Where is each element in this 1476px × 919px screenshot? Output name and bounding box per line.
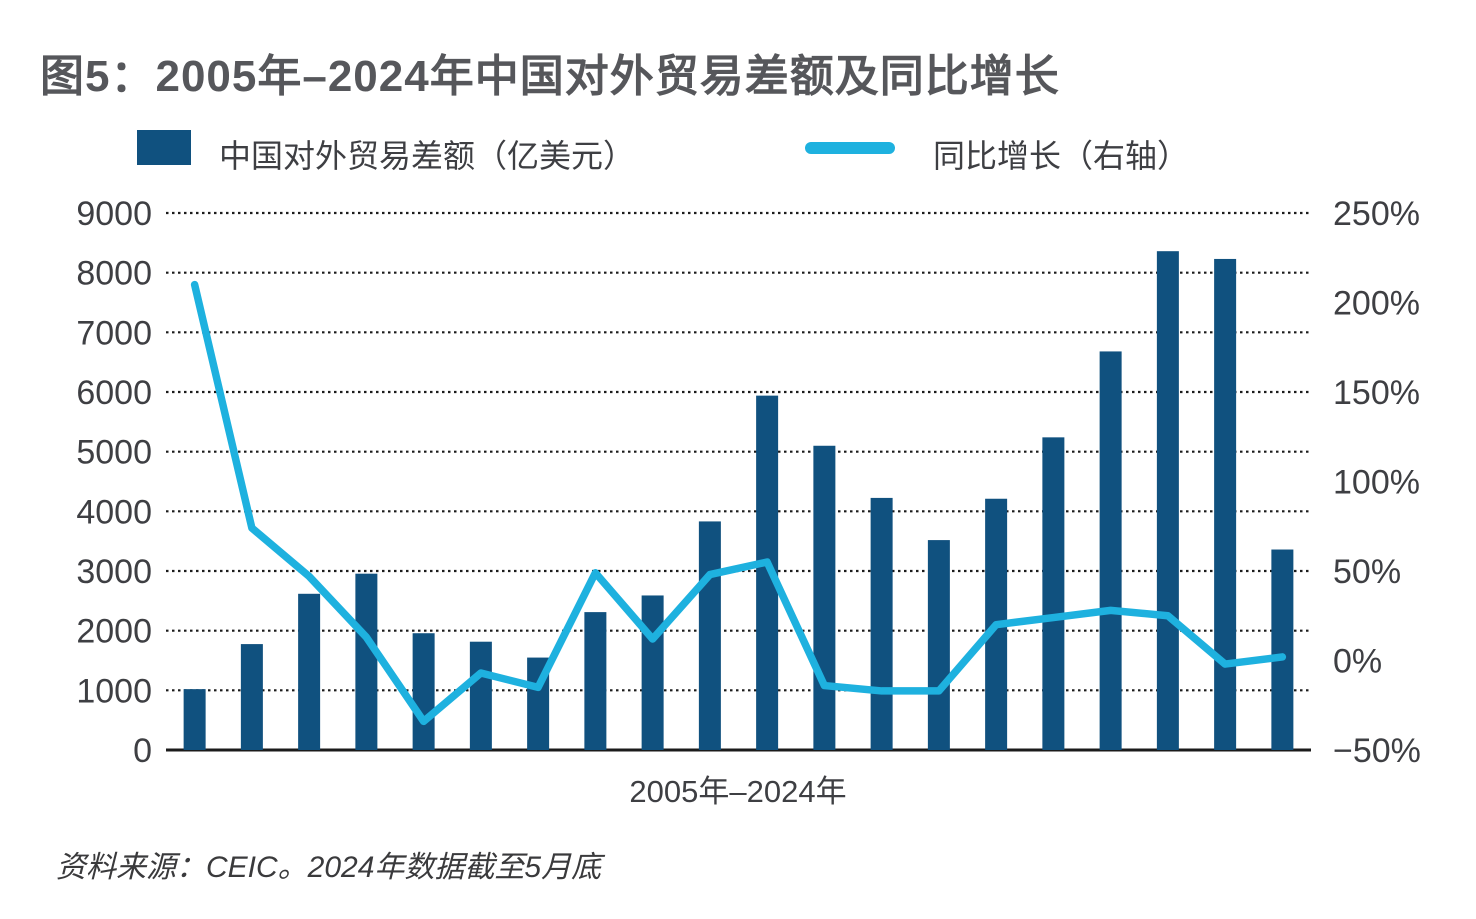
left-axis-tick-label: 6000 <box>76 374 152 412</box>
x-axis-label: 2005年–2024年 <box>629 774 847 809</box>
left-axis-tick-label: 2000 <box>76 613 152 651</box>
left-axis-tick-label: 0 <box>133 732 152 770</box>
figure-title: 图5：2005年–2024年中国对外贸易差额及同比增长 <box>40 52 1060 101</box>
trade-balance-bar <box>469 641 492 750</box>
right-axis-tick-label: 150% <box>1333 374 1420 412</box>
trade-balance-bar <box>1214 258 1237 750</box>
legend-bar-label: 中国对外贸易差额（亿美元） <box>219 138 636 174</box>
legend-bar-swatch <box>137 130 191 165</box>
trade-balance-bar <box>641 595 664 750</box>
left-axis-tick-label: 5000 <box>76 434 152 472</box>
trade-balance-bar <box>240 644 263 750</box>
left-axis-tick-label: 8000 <box>76 255 152 293</box>
trade-balance-bar <box>1271 549 1294 750</box>
trade-balance-bar <box>1099 351 1122 750</box>
trade-balance-bar <box>355 573 378 750</box>
left-axis-tick-label: 1000 <box>76 672 152 710</box>
left-axis-tick-label: 9000 <box>76 195 152 233</box>
trade-balance-bar <box>756 395 779 750</box>
trade-balance-bar <box>412 633 435 750</box>
trade-balance-bar <box>813 445 836 750</box>
right-axis-tick-label: 50% <box>1333 553 1401 591</box>
trade-balance-bar <box>183 689 206 750</box>
right-axis-tick-label: 0% <box>1333 643 1382 681</box>
trade-balance-bar <box>1042 437 1065 750</box>
trade-balance-bar <box>927 540 950 750</box>
right-axis-tick-label: 250% <box>1333 195 1420 233</box>
trade-balance-bar <box>698 521 721 750</box>
source-note: 资料来源：CEIC。2024年数据截至5月底 <box>56 851 602 884</box>
legend-line-label: 同比增长（右轴） <box>933 138 1190 174</box>
right-axis-tick-label: −50% <box>1333 732 1421 770</box>
trade-balance-bar <box>1156 251 1179 751</box>
yoy-growth-line <box>190 280 1287 726</box>
trade-balance-bar <box>584 612 607 750</box>
legend-line-swatch <box>805 142 895 154</box>
trade-balance-bar <box>298 593 321 750</box>
left-axis-tick-label: 4000 <box>76 493 152 531</box>
trade-balance-bar <box>870 497 893 750</box>
left-axis-tick-label: 3000 <box>76 553 152 591</box>
right-axis-tick-label: 200% <box>1333 285 1420 323</box>
right-axis-tick-label: 100% <box>1333 464 1420 502</box>
left-axis-tick-label: 7000 <box>76 314 152 352</box>
